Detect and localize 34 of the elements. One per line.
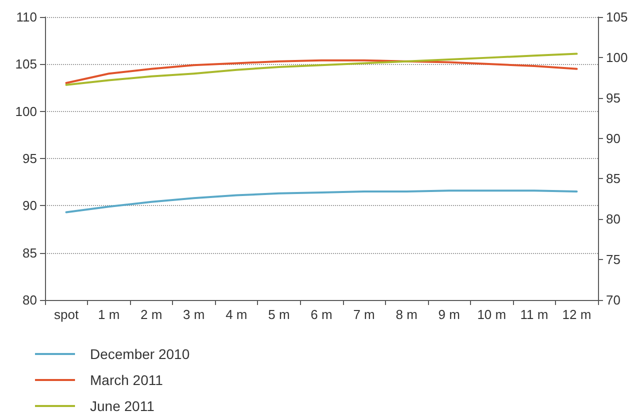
y2-tick-label: 85 (606, 171, 620, 186)
y-tick-label: 100 (15, 104, 37, 119)
y2-tick-label: 70 (606, 292, 620, 308)
x-tick-label: spot (54, 307, 79, 322)
line-series (65, 52, 578, 86)
x-tick-label: 11 m (520, 307, 548, 322)
x-tick-label: 6 m (310, 307, 332, 322)
y-tick-label: 110 (16, 10, 37, 24)
x-tick-label: 7 m (353, 307, 375, 322)
x-tick-label: 2 m (140, 307, 162, 322)
y2-tick-label: 100 (606, 50, 628, 65)
x-tick-label: 5 m (268, 307, 290, 322)
y-tick-label: 80 (22, 292, 37, 308)
x-tick-label: 8 m (396, 307, 418, 322)
y2-tick-label: 95 (606, 90, 620, 106)
y-tick-label: 95 (22, 151, 37, 166)
y-tick-label: 90 (22, 198, 37, 214)
x-tick-label: 10 m (477, 307, 506, 322)
y-tick-label: 105 (15, 56, 37, 72)
y2-tick-label: 75 (606, 252, 620, 268)
x-tick-label: 4 m (226, 307, 248, 322)
y2-tick-label: 90 (606, 130, 620, 146)
line-series (65, 190, 578, 214)
x-tick-label: 12 m (562, 307, 592, 322)
x-tick-label: 9 m (438, 307, 460, 322)
line-series (65, 59, 578, 84)
legend-label: December 2010 (90, 346, 190, 362)
x-tick-label: 1 m (98, 307, 120, 322)
y2-tick-label: 80 (606, 212, 620, 227)
legend-label: March 2011 (90, 372, 164, 388)
legend-label: June 2011 (90, 398, 155, 414)
y-tick-label: 85 (22, 245, 37, 260)
y2-tick-label: 105 (606, 10, 628, 24)
x-tick-label: 3 m (183, 307, 205, 322)
